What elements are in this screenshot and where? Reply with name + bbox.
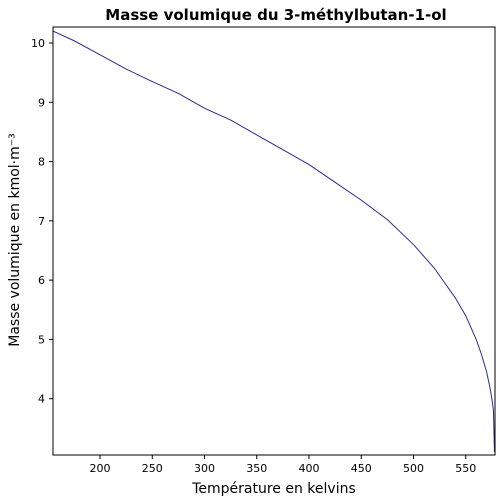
series-line bbox=[53, 30, 495, 453]
chart-title: Masse volumique du 3-méthylbutan-1-ol bbox=[105, 6, 446, 24]
y-axis-ticks: 4 5 6 7 8 9 10 bbox=[31, 37, 53, 406]
x-axis-title: Température en kelvins bbox=[191, 481, 356, 497]
y-tick-label: 10 bbox=[31, 37, 45, 50]
x-tick-label: 300 bbox=[194, 462, 215, 475]
x-tick-label: 500 bbox=[403, 462, 424, 475]
x-tick-label: 550 bbox=[455, 462, 476, 475]
y-axis-title: Masse volumique en kmol·m⁻³ bbox=[7, 133, 23, 347]
y-tick-label: 7 bbox=[38, 215, 45, 228]
x-tick-label: 450 bbox=[351, 462, 372, 475]
x-axis-ticks: 200 250 300 350 400 450 500 550 bbox=[90, 455, 476, 475]
y-tick-label: 8 bbox=[38, 156, 45, 169]
x-tick-label: 400 bbox=[299, 462, 320, 475]
plot-frame bbox=[52, 26, 496, 456]
y-tick-label: 6 bbox=[38, 274, 45, 287]
x-tick-label: 350 bbox=[246, 462, 267, 475]
y-tick-label: 5 bbox=[38, 333, 45, 346]
y-tick-label: 9 bbox=[38, 96, 45, 109]
y-tick-label: 4 bbox=[38, 393, 45, 406]
x-tick-label: 200 bbox=[90, 462, 111, 475]
x-tick-label: 250 bbox=[142, 462, 163, 475]
